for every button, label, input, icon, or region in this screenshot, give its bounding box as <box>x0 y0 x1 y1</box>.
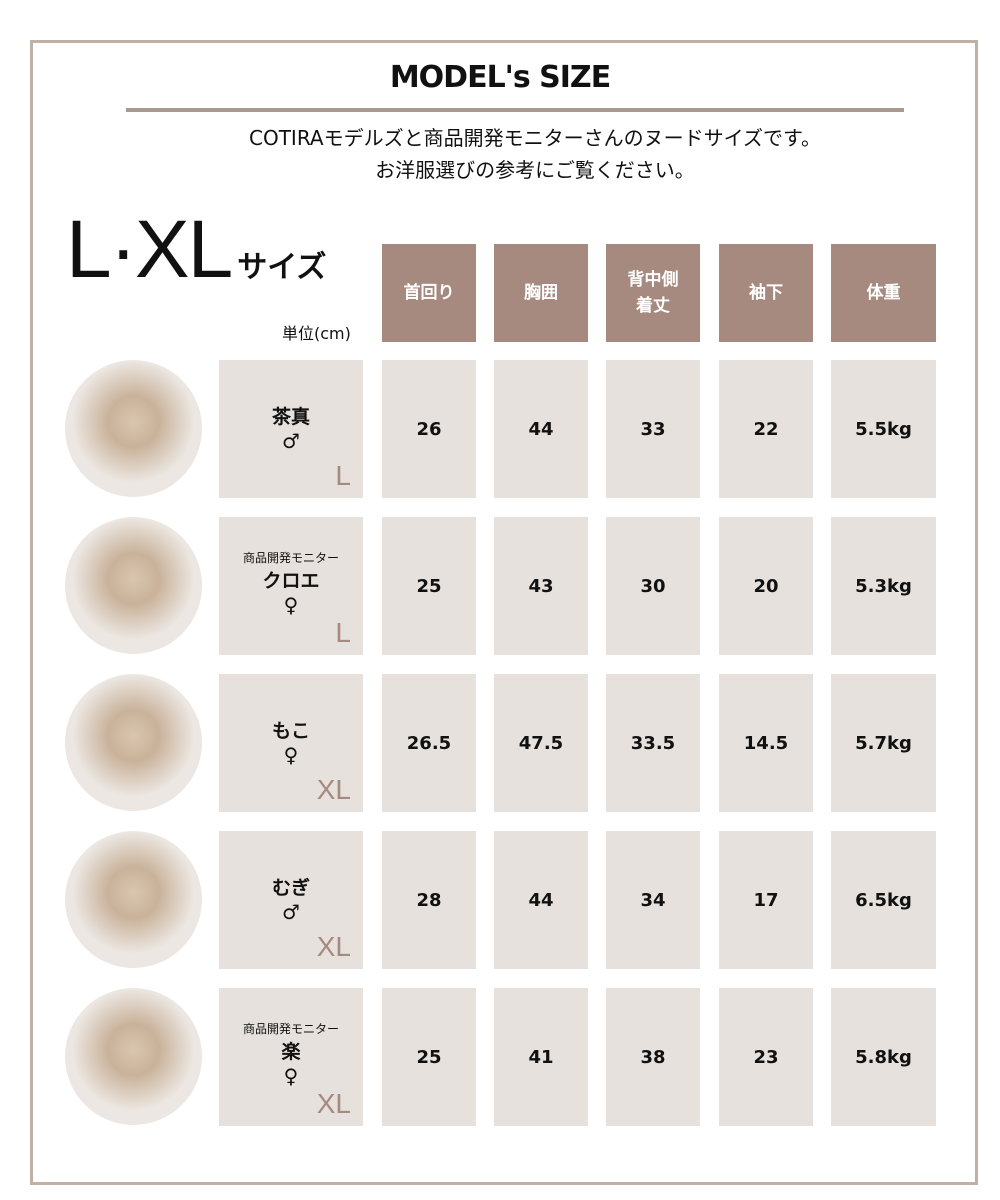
sex-icon: ♀ <box>283 743 299 767</box>
unit-label: 単位(cm) <box>282 324 351 343</box>
dog-photo <box>65 674 202 811</box>
table-cell: 17 <box>719 831 813 969</box>
table-cell: 5.8kg <box>831 988 936 1126</box>
sex-icon: ♀ <box>283 1064 299 1088</box>
intro-line: お洋服選びの参考にご覧ください。 <box>375 158 695 182</box>
frame <box>30 40 978 1185</box>
table-cell: 33 <box>606 360 700 498</box>
size-heading: L·XL サイズ <box>66 200 326 318</box>
table-cell: 28 <box>382 831 476 969</box>
dog-photo <box>65 988 202 1125</box>
size-suffix: サイズ <box>237 251 327 284</box>
table-cell: 38 <box>606 988 700 1126</box>
sex-icon: ♂ <box>282 900 300 924</box>
table-cell: 33.5 <box>606 674 700 812</box>
table-cell: 5.3kg <box>831 517 936 655</box>
sex-icon: ♀ <box>283 593 299 617</box>
column-header: 体重 <box>831 244 936 342</box>
table-cell: 14.5 <box>719 674 813 812</box>
divider <box>126 108 904 112</box>
model-name-cell: 茶真 ♂ L <box>219 360 363 498</box>
table-cell: 44 <box>494 360 588 498</box>
sex-icon: ♂ <box>282 429 300 453</box>
page-title: MODEL's SIZE <box>389 60 611 95</box>
size-badge: L <box>335 617 351 648</box>
model-name: クロエ <box>262 570 320 592</box>
table-cell: 26.5 <box>382 674 476 812</box>
model-name: むぎ <box>271 877 310 899</box>
table-cell: 5.7kg <box>831 674 936 812</box>
model-name-cell: 商品開発モニタークロエ ♀ L <box>219 517 363 655</box>
monitor-label: 商品開発モニター <box>242 551 339 565</box>
monitor-label: 商品開発モニター <box>242 1022 339 1036</box>
table-cell: 26 <box>382 360 476 498</box>
table-cell: 6.5kg <box>831 831 936 969</box>
table-cell: 25 <box>382 988 476 1126</box>
size-badge: XL <box>316 931 351 962</box>
table-cell: 20 <box>719 517 813 655</box>
dog-photo <box>65 360 202 497</box>
size-label: L·XL <box>66 204 233 295</box>
column-header: 背中側 着丈 <box>606 244 700 342</box>
model-name-cell: もこ ♀ XL <box>219 674 363 812</box>
table-cell: 22 <box>719 360 813 498</box>
size-badge: XL <box>316 1088 351 1119</box>
table-cell: 41 <box>494 988 588 1126</box>
table-cell: 5.5kg <box>831 360 936 498</box>
column-header: 胸囲 <box>494 244 588 342</box>
table-cell: 25 <box>382 517 476 655</box>
table-cell: 44 <box>494 831 588 969</box>
column-header: 首回り <box>382 244 476 342</box>
intro-line: COTIRAモデルズと商品開発モニターさんのヌードサイズです。 <box>249 126 821 150</box>
model-name: 茶真 <box>271 406 310 428</box>
intro: COTIRAモデルズと商品開発モニターさんのヌードサイズです。 お洋服選びの参考… <box>0 122 1000 186</box>
table-cell: 34 <box>606 831 700 969</box>
size-badge: L <box>335 460 351 491</box>
table-cell: 47.5 <box>494 674 588 812</box>
model-name-cell: 商品開発モニター楽 ♀ XL <box>219 988 363 1126</box>
dog-photo <box>65 517 202 654</box>
dog-photo <box>65 831 202 968</box>
column-header: 袖下 <box>719 244 813 342</box>
size-badge: XL <box>316 774 351 805</box>
model-name: 楽 <box>281 1041 301 1063</box>
table-cell: 30 <box>606 517 700 655</box>
table-cell: 23 <box>719 988 813 1126</box>
table-cell: 43 <box>494 517 588 655</box>
model-name-cell: むぎ ♂ XL <box>219 831 363 969</box>
model-name: もこ <box>271 720 310 742</box>
